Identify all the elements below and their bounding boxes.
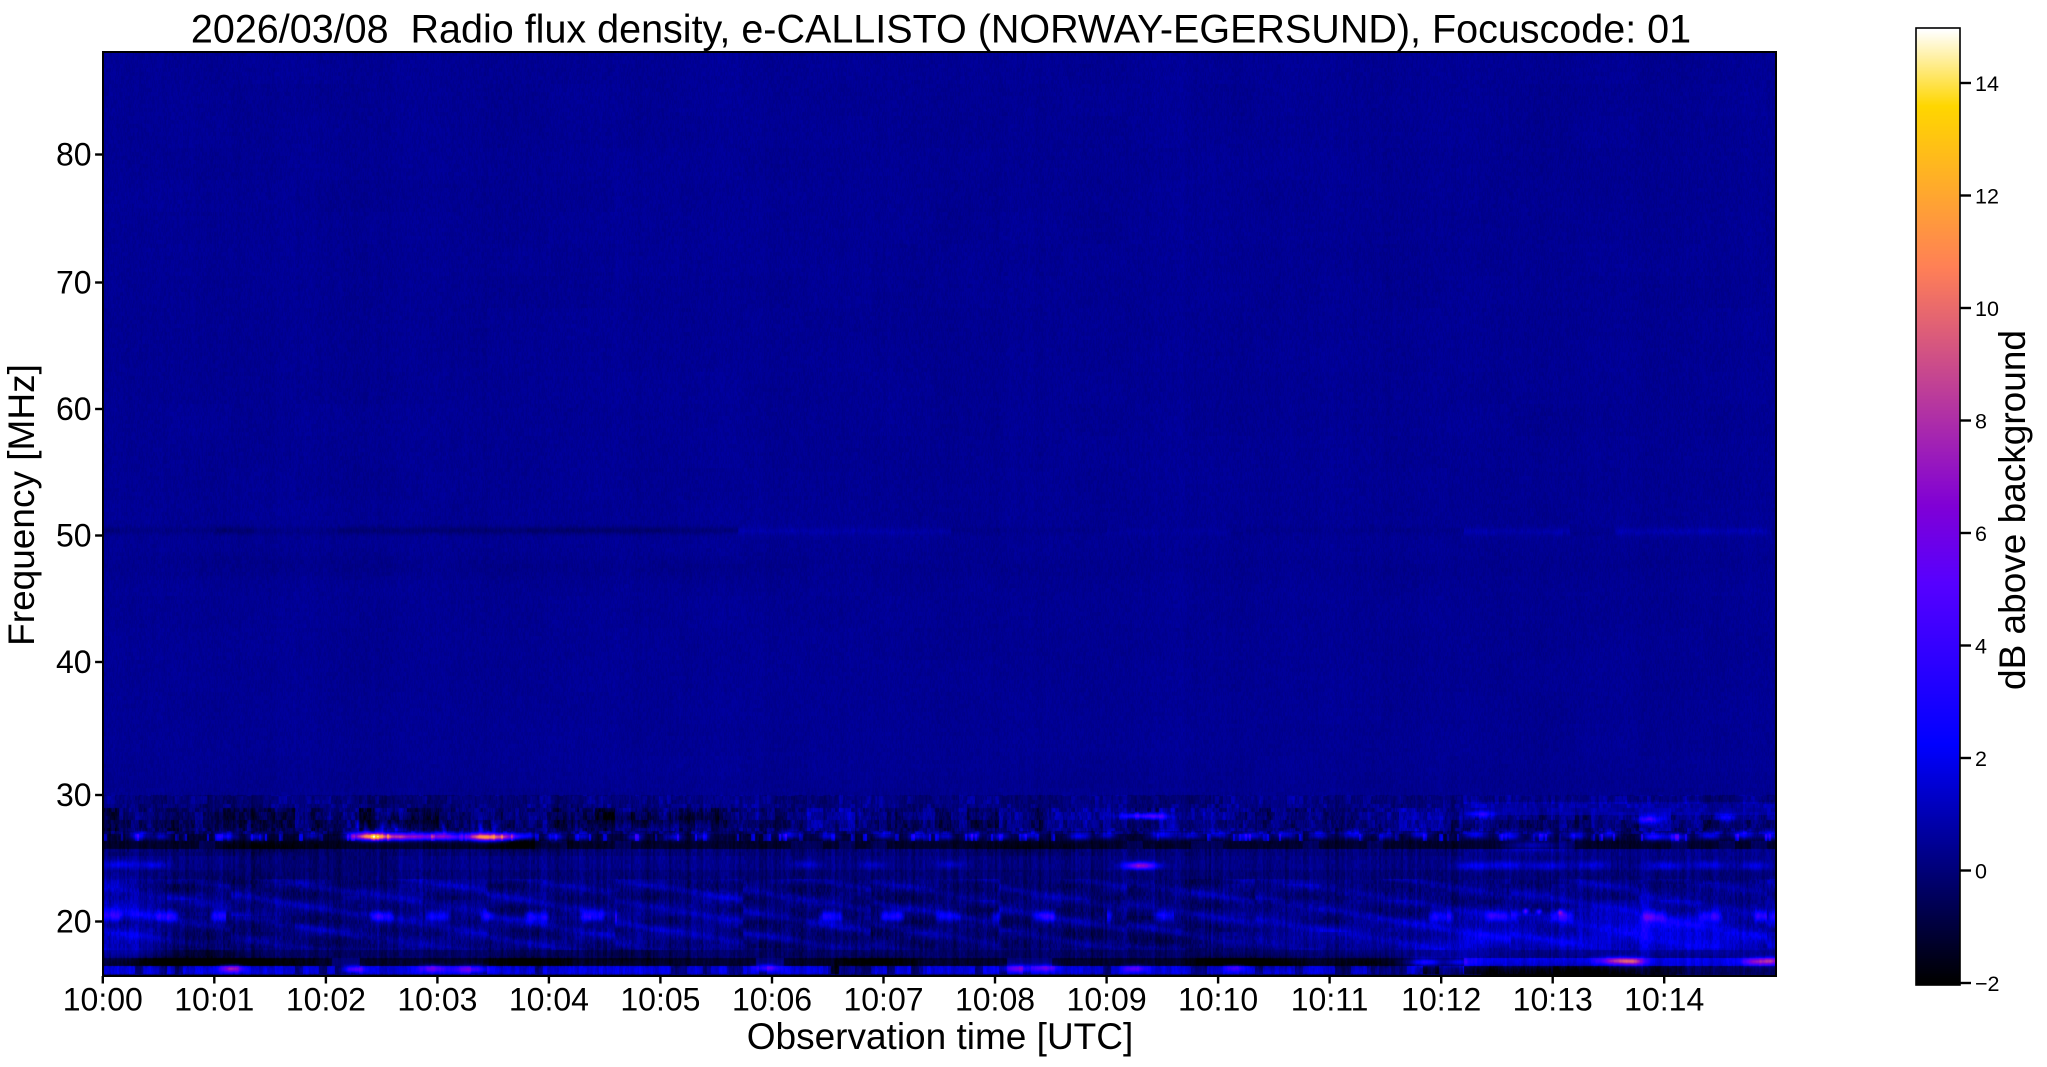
- svg-text:10:09: 10:09: [1067, 982, 1147, 1018]
- svg-text:70: 70: [56, 265, 92, 301]
- svg-text:10:12: 10:12: [1401, 982, 1481, 1018]
- svg-text:dB above background: dB above background: [1992, 330, 2033, 690]
- svg-text:10:14: 10:14: [1624, 982, 1704, 1018]
- svg-text:10:02: 10:02: [286, 982, 366, 1018]
- svg-text:10:00: 10:00: [63, 982, 143, 1018]
- svg-text:10:07: 10:07: [843, 982, 923, 1018]
- svg-text:8: 8: [1975, 409, 1987, 433]
- svg-text:40: 40: [56, 644, 92, 680]
- svg-text:0: 0: [1975, 859, 1987, 883]
- svg-text:−2: −2: [1975, 972, 2000, 996]
- svg-text:12: 12: [1975, 184, 1999, 208]
- svg-text:14: 14: [1975, 72, 1999, 96]
- svg-text:Frequency [MHz]: Frequency [MHz]: [1, 364, 42, 646]
- svg-text:6: 6: [1975, 522, 1987, 546]
- svg-text:10:11: 10:11: [1291, 982, 1369, 1018]
- svg-text:80: 80: [56, 137, 92, 173]
- svg-text:4: 4: [1975, 634, 1987, 658]
- svg-text:Observation time [UTC]: Observation time [UTC]: [747, 1016, 1134, 1057]
- svg-text:2026/03/08 Radio flux density: 2026/03/08 Radio flux density, e-CALLIST…: [191, 8, 1691, 52]
- svg-text:60: 60: [56, 391, 92, 427]
- svg-text:10:13: 10:13: [1513, 982, 1593, 1018]
- svg-text:50: 50: [56, 518, 92, 554]
- svg-text:10:03: 10:03: [397, 982, 477, 1018]
- svg-text:30: 30: [56, 777, 92, 813]
- svg-text:20: 20: [56, 904, 92, 940]
- svg-text:10:05: 10:05: [620, 982, 700, 1018]
- svg-text:2: 2: [1975, 747, 1987, 771]
- svg-text:10:04: 10:04: [509, 982, 589, 1018]
- svg-text:10: 10: [1975, 297, 1999, 321]
- svg-text:10:10: 10:10: [1178, 982, 1258, 1018]
- svg-text:10:08: 10:08: [955, 982, 1035, 1018]
- svg-text:10:06: 10:06: [732, 982, 812, 1018]
- svg-text:10:01: 10:01: [174, 982, 254, 1018]
